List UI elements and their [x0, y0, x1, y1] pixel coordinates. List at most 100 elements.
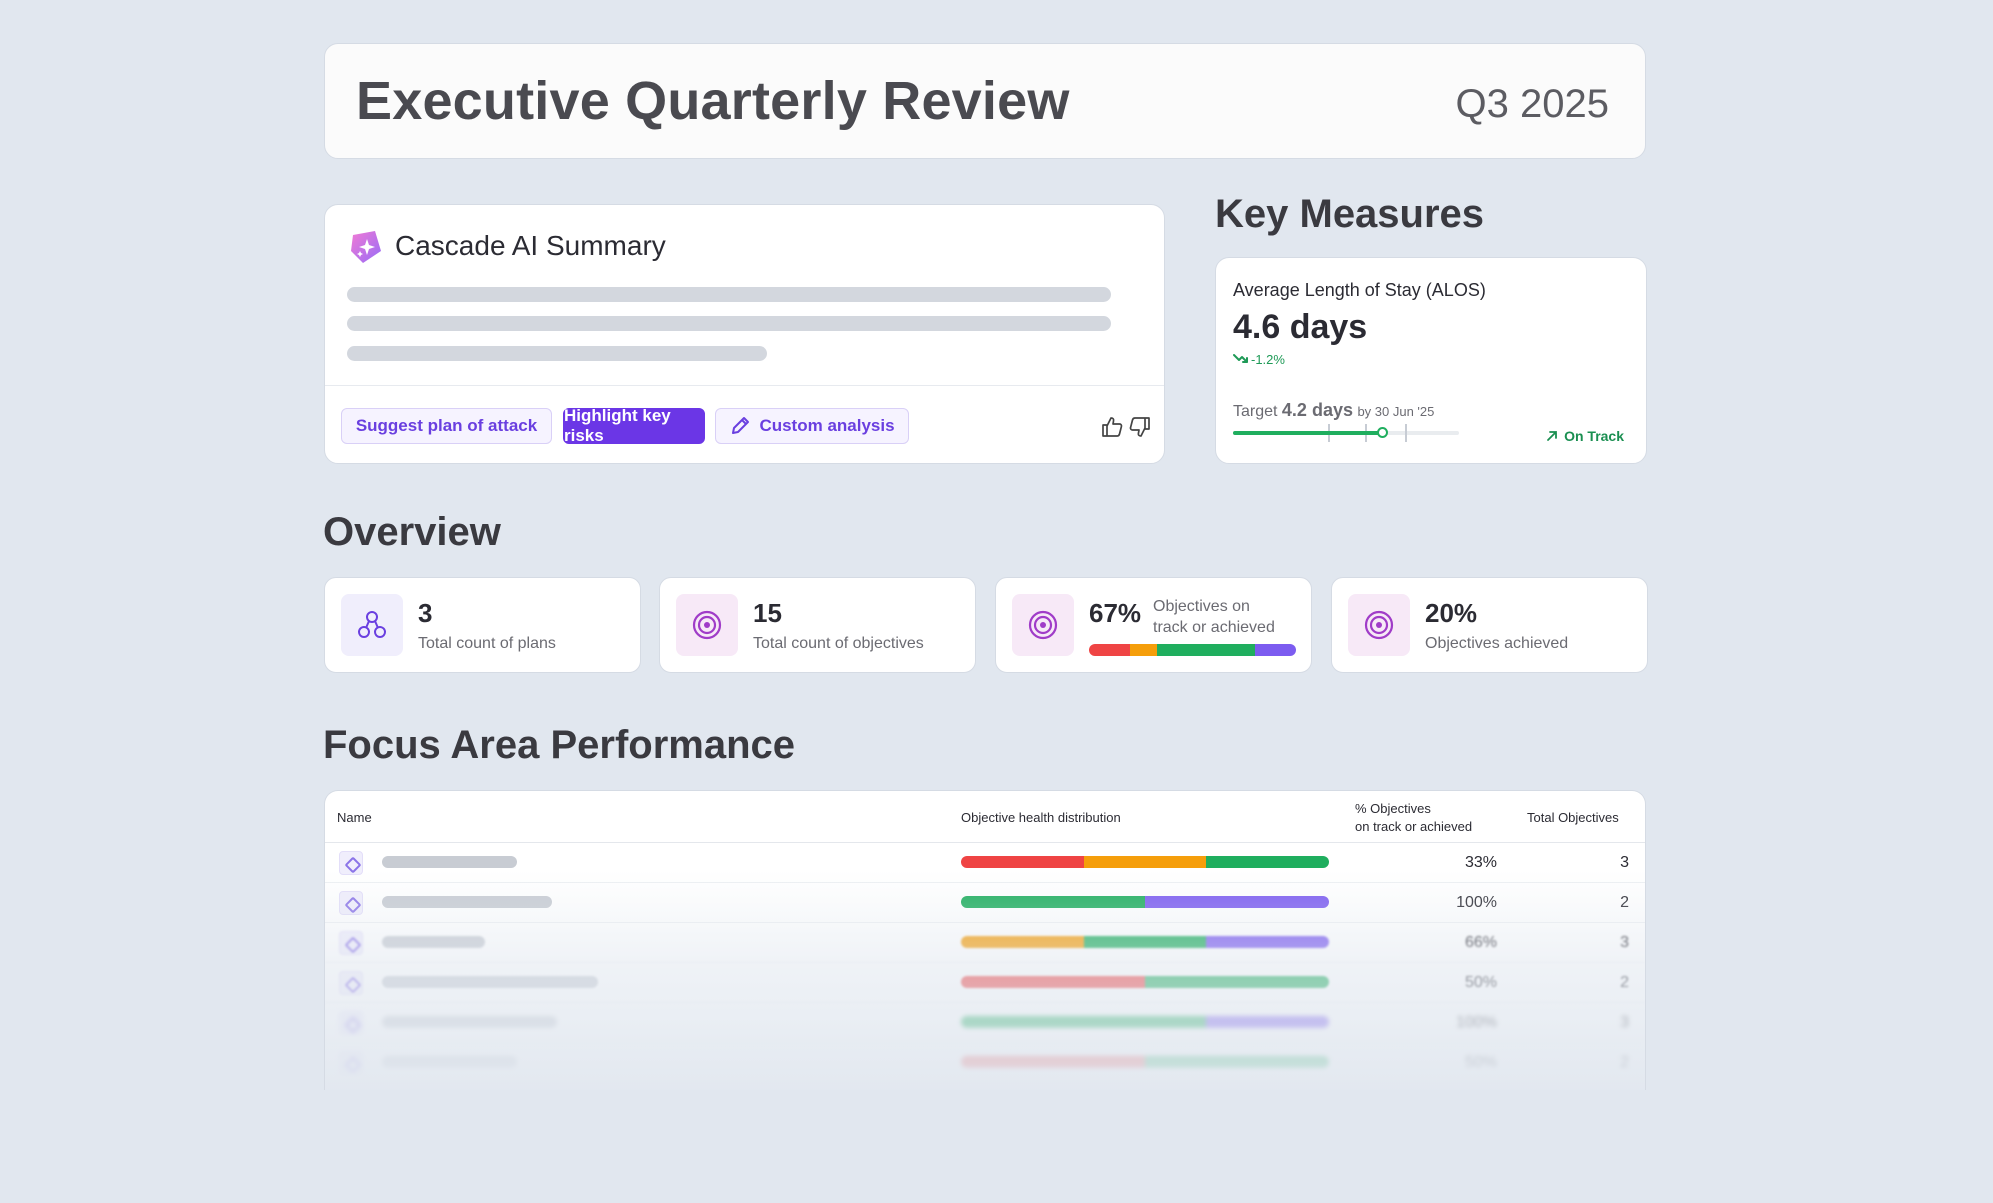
health-segment: [1083, 936, 1207, 948]
row-name-placeholder: [382, 896, 552, 908]
health-segment: [1083, 856, 1207, 868]
distribution-segment: [1089, 644, 1131, 656]
health-distribution-bar: [1089, 644, 1296, 656]
row-pct: 66%: [1464, 934, 1497, 951]
row-health-bar: [961, 856, 1329, 868]
highlight-risks-button[interactable]: Highlight key risks: [563, 406, 705, 445]
pencil-icon: [732, 417, 750, 434]
health-segment: [1206, 1016, 1329, 1028]
table-row[interactable]: 33% 3: [325, 843, 1645, 883]
plans-icon: [341, 594, 403, 656]
health-segment: [1145, 976, 1329, 988]
thumbs-down-icon[interactable]: [1128, 415, 1152, 439]
health-segment: [961, 856, 1084, 868]
row-health-bar: [961, 896, 1329, 908]
sparkle-icon: [351, 231, 381, 263]
custom-analysis-button[interactable]: Custom analysis: [715, 408, 909, 444]
summary-placeholder-line: [347, 346, 767, 361]
target-icon: [1348, 594, 1410, 656]
ai-summary-title: Cascade AI Summary: [395, 230, 666, 261]
thumbs-up-icon[interactable]: [1100, 415, 1124, 439]
measure-change: -1.2%: [1251, 352, 1285, 367]
row-health-bar: [961, 1056, 1329, 1068]
table-header: Name Objective health distribution % Obj…: [325, 791, 1645, 843]
table-row[interactable]: 100% 2: [325, 883, 1645, 923]
row-health-bar: [961, 1016, 1329, 1028]
status-label: On Track: [1564, 428, 1624, 444]
distribution-segment: [1157, 644, 1255, 656]
stat-value: 67%: [1089, 598, 1142, 628]
suggest-plan-button[interactable]: Suggest plan of attack: [341, 408, 552, 444]
row-pct: 100%: [1456, 894, 1497, 911]
key-measures-heading: Key Measures: [1215, 192, 1485, 236]
stat-label: Total count of plans: [418, 635, 556, 652]
row-name-placeholder: [382, 1016, 557, 1028]
health-segment: [1206, 936, 1329, 948]
table-row[interactable]: 66% 3: [325, 923, 1645, 963]
measure-progress-marker: [1377, 427, 1389, 438]
focus-area-icon: [339, 1051, 363, 1075]
column-pct-line: % Objectives: [1355, 801, 1431, 816]
report-header: Executive Quarterly Review Q3 2025: [324, 43, 1646, 159]
stat-label: Objectives achieved: [1425, 635, 1569, 652]
health-segment: [1145, 896, 1329, 908]
stat-card-plans[interactable]: 3 Total count of plans: [324, 577, 641, 673]
row-total: 2: [1620, 974, 1629, 991]
stat-value: 3: [418, 598, 433, 628]
row-pct: 33%: [1464, 854, 1497, 871]
column-total[interactable]: Total Objectives: [1527, 810, 1619, 825]
column-health[interactable]: Objective health distribution: [961, 810, 1121, 825]
distribution-segment: [1130, 644, 1158, 656]
summary-placeholder-line: [347, 287, 1111, 302]
stat-value: 15: [753, 598, 782, 628]
row-name-placeholder: [382, 936, 485, 948]
row-name-placeholder: [382, 856, 517, 868]
focus-area-icon: [339, 971, 363, 995]
ai-summary-card: Cascade AI Summary Suggest plan of attac…: [324, 204, 1165, 464]
stat-label-line: Objectives on: [1153, 598, 1250, 615]
row-name-placeholder: [382, 976, 598, 988]
row-pct: 100%: [1456, 1014, 1497, 1031]
overview-heading: Overview: [323, 510, 501, 554]
summary-placeholder-line: [347, 316, 1111, 331]
stat-card-objectives[interactable]: 15 Total count of objectives: [659, 577, 976, 673]
measure-progress-fill: [1233, 431, 1383, 435]
stat-label: Total count of objectives: [753, 635, 924, 652]
measure-value: 4.6 days: [1233, 308, 1368, 346]
suggest-plan-label: Suggest plan of attack: [355, 416, 538, 435]
page-title: Executive Quarterly Review: [356, 71, 1070, 131]
progress-tick: [1405, 424, 1407, 442]
stat-card-on-track[interactable]: 67% Objectives on track or achieved: [995, 577, 1312, 673]
distribution-segment: [1254, 644, 1296, 656]
table-row[interactable]: 50% 2: [325, 1043, 1645, 1083]
status-badge: On Track: [1546, 428, 1624, 444]
measure-target: Target 4.2 days by 30 Jun '25: [1233, 400, 1434, 421]
divider: [325, 385, 1164, 386]
highlight-risks-label: Highlight key risks: [564, 406, 671, 445]
key-measure-card[interactable]: Average Length of Stay (ALOS) 4.6 days -…: [1215, 257, 1647, 464]
focus-area-icon: [339, 931, 363, 955]
focus-area-icon: [339, 1011, 363, 1035]
row-total: 3: [1620, 934, 1629, 951]
column-pct-line: on track or achieved: [1355, 819, 1473, 834]
table-row[interactable]: 50% 2: [325, 963, 1645, 1003]
health-segment: [961, 936, 1084, 948]
table-row[interactable]: 100% 3: [325, 1003, 1645, 1043]
arrow-up-right-icon: [1547, 431, 1557, 441]
health-segment: [961, 896, 1145, 908]
row-total: 3: [1620, 1014, 1629, 1031]
focus-area-heading: Focus Area Performance: [323, 723, 796, 767]
health-segment: [1206, 856, 1329, 868]
row-name-placeholder: [382, 1056, 517, 1068]
focus-area-table: Name Objective health distribution % Obj…: [324, 790, 1646, 1090]
health-segment: [961, 1016, 1207, 1028]
row-health-bar: [961, 976, 1329, 988]
custom-analysis-label: Custom analysis: [759, 416, 895, 435]
measure-progress-bar: [1233, 424, 1459, 442]
stat-value: 20%: [1425, 598, 1478, 628]
stat-card-achieved[interactable]: 20% Objectives achieved: [1331, 577, 1648, 673]
period-label: Q3 2025: [1455, 82, 1609, 126]
column-name[interactable]: Name: [337, 810, 372, 825]
trend-down-icon: [1233, 354, 1248, 363]
column-pct[interactable]: % Objectives on track or achieved: [1355, 800, 1472, 836]
